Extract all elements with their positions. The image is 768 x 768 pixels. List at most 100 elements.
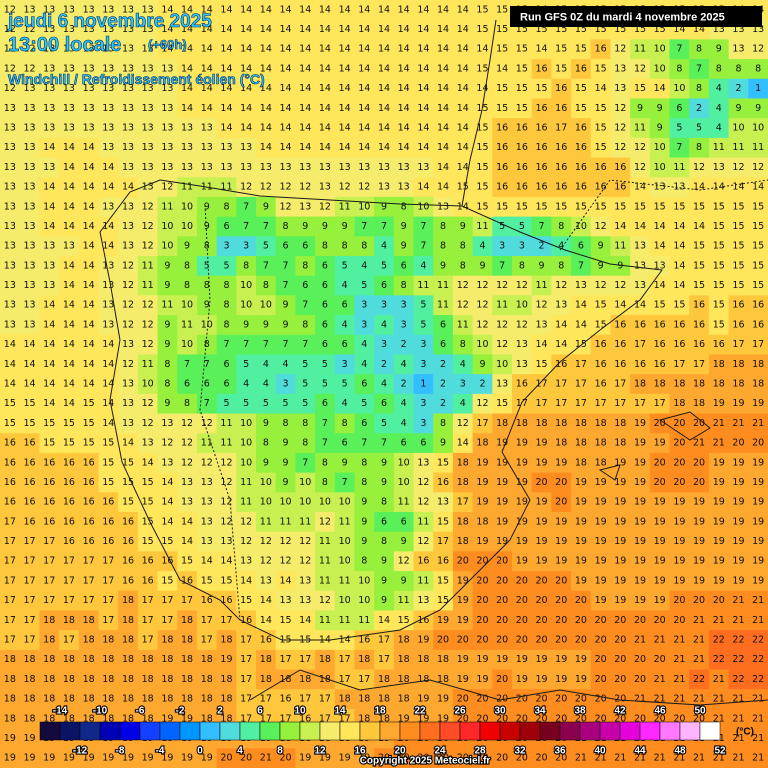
cell-fill [413, 59, 434, 80]
cell-value: 20 [555, 477, 567, 488]
cell-fill [0, 98, 21, 119]
legend-label: 40 [594, 746, 606, 757]
cell-fill [157, 19, 178, 40]
cell-value: 3 [519, 241, 525, 252]
cell-value: 15 [240, 595, 252, 606]
cell-value: 4 [342, 280, 348, 291]
cell-value: 12 [142, 319, 154, 330]
cell-fill [137, 98, 159, 119]
cell-value: 14 [437, 83, 449, 94]
cell-fill [157, 39, 178, 60]
cell-value: 13 [102, 260, 114, 271]
cell-fill [59, 0, 80, 21]
cell-value: 16 [535, 182, 547, 193]
cell-value: 17 [161, 595, 173, 606]
cell-value: 14 [299, 142, 311, 153]
cell-value: 15 [752, 201, 764, 212]
legend-swatch [659, 721, 681, 741]
legend-label: -12 [73, 746, 88, 757]
cell-value: 9 [401, 575, 407, 586]
cell-value: 8 [440, 221, 446, 232]
cell-fill [354, 98, 375, 119]
cell-value: 19 [595, 575, 607, 586]
cell-value: 19 [693, 516, 705, 527]
cell-value: 12 [142, 398, 154, 409]
cell-value: 16 [496, 182, 508, 193]
cell-value: 18 [142, 674, 154, 685]
legend-swatch [499, 721, 521, 741]
cell-value: 18 [102, 694, 114, 705]
cell-value: 14 [693, 221, 705, 232]
cell-value: 17 [102, 595, 114, 606]
cell-value: 14 [279, 142, 291, 153]
cell-value: 10 [319, 497, 331, 508]
cell-value: 14 [339, 635, 351, 646]
cell-value: 14 [437, 44, 449, 55]
cell-value: 8 [381, 536, 387, 547]
cell-value: 21 [752, 694, 764, 705]
cell-fill [393, 19, 415, 40]
cell-value: 13 [63, 103, 75, 114]
cell-value: 12 [614, 103, 626, 114]
legend-label: 22 [414, 706, 426, 717]
cell-value: 14 [457, 123, 469, 134]
cell-value: 18 [122, 694, 134, 705]
cell-value: 14 [437, 142, 449, 153]
cell-value: 16 [752, 319, 764, 330]
cell-value: 17 [23, 615, 35, 626]
cell-value: 14 [83, 260, 95, 271]
cell-value: 12 [476, 398, 488, 409]
cell-value: 19 [496, 654, 508, 665]
cell-value: 14 [555, 339, 567, 350]
cell-value: 12 [752, 162, 764, 173]
cell-value: 10 [398, 477, 410, 488]
cell-value: 14 [673, 221, 685, 232]
cell-value: 13 [122, 201, 134, 212]
cell-value: 14 [378, 4, 390, 15]
cell-value: 10 [654, 142, 666, 153]
cell-value: 5 [696, 123, 702, 134]
legend-label: 0 [197, 746, 203, 757]
cell-value: 8 [361, 477, 367, 488]
cell-value: 14 [437, 24, 449, 35]
cell-value: 19 [673, 536, 685, 547]
cell-value: 14 [201, 44, 213, 55]
cell-value: 16 [555, 182, 567, 193]
cell-value: 15 [673, 201, 685, 212]
cell-value: 10 [398, 457, 410, 468]
cell-value: 15 [555, 44, 567, 55]
legend-label: 6 [257, 706, 263, 717]
cell-value: 19 [457, 654, 469, 665]
cell-value: 18 [23, 674, 35, 685]
cell-value: 5 [243, 359, 249, 370]
cell-value: 3 [361, 300, 367, 311]
cell-value: 18 [516, 418, 528, 429]
cell-value: 13 [122, 44, 134, 55]
cell-value: 17 [43, 536, 55, 547]
cell-value: 19 [673, 516, 685, 527]
cell-value: 19 [634, 477, 646, 488]
cell-fill [177, 39, 198, 60]
cell-value: 5 [223, 260, 229, 271]
cell-value: 15 [713, 221, 725, 232]
cell-value: 14 [63, 182, 75, 193]
cell-value: 14 [339, 123, 351, 134]
cell-value: 14 [63, 162, 75, 173]
cell-value: 16 [516, 162, 528, 173]
cell-fill [472, 78, 493, 99]
cell-value: 13 [43, 123, 55, 134]
cell-value: 14 [398, 123, 410, 134]
cell-value: 17 [63, 575, 75, 586]
cell-value: 15 [161, 536, 173, 547]
cell-value: 18 [122, 635, 134, 646]
cell-value: 12 [220, 497, 232, 508]
cell-value: 12 [614, 280, 626, 291]
cell-value: 13 [43, 280, 55, 291]
cell-value: 3 [460, 379, 466, 390]
legend-label: 4 [237, 746, 243, 757]
cell-value: 15 [654, 300, 666, 311]
cell-value: 12 [457, 418, 469, 429]
cell-value: 13 [122, 418, 134, 429]
cell-value: 19 [752, 477, 764, 488]
cell-value: 19 [614, 477, 626, 488]
